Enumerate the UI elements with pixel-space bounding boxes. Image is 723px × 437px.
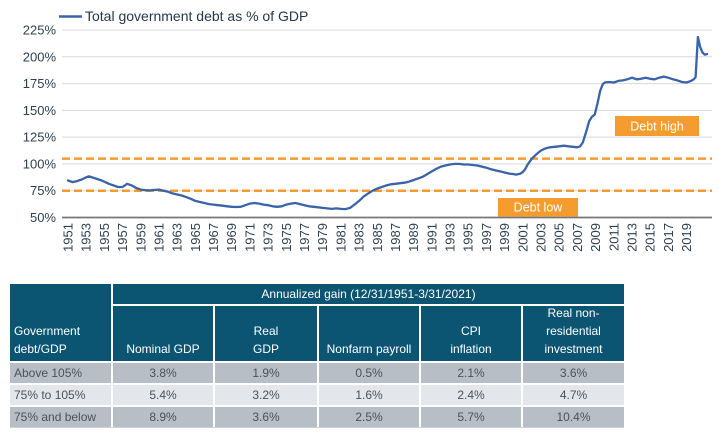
table-cell: 3.6% xyxy=(215,407,317,427)
table-cell: 5.7% xyxy=(421,407,521,427)
x-tick-label: 1959 xyxy=(133,223,148,252)
x-tick-label: 2003 xyxy=(533,223,548,252)
x-tick-label: 1969 xyxy=(224,223,239,252)
debt-gdp-chart-svg: 225%200%175%150%125%100%75%50%1951 1953 19… xyxy=(23,8,712,252)
x-tick-label: 1965 xyxy=(188,223,203,252)
y-tick-label: 150% xyxy=(23,103,57,118)
x-tick-label: 1953 xyxy=(79,223,94,252)
debt-low-label: Debt low xyxy=(514,201,564,215)
table-cell: 3.8% xyxy=(113,363,213,383)
x-tick-label: 1957 xyxy=(115,223,130,252)
x-tick-label: 2015 xyxy=(643,223,658,252)
x-tick-label: 1981 xyxy=(333,223,348,252)
table-cell: 4.7% xyxy=(523,385,624,405)
x-tick-label: 2017 xyxy=(661,223,676,252)
y-tick-label: 100% xyxy=(23,156,57,171)
x-tick-label: 1951 xyxy=(61,223,76,252)
x-tick-label: 1983 xyxy=(352,223,367,252)
x-tick-label: 1987 xyxy=(388,223,403,252)
x-tick-label: 1975 xyxy=(279,223,294,252)
x-tick-label: 2011 xyxy=(606,223,621,251)
x-tick-label: 1979 xyxy=(315,223,330,252)
column-header-cpi-inflation: CPI inflation xyxy=(421,306,521,361)
x-tick-label: 1989 xyxy=(406,223,421,252)
legend-label: Total government debt as % of GDP xyxy=(85,8,308,24)
x-tick-label: 2005 xyxy=(552,223,567,252)
x-tick-label: 1999 xyxy=(497,223,512,252)
x-tick-label: 1961 xyxy=(151,223,166,252)
table-cell: 0.5% xyxy=(319,363,419,383)
x-tick-label: 2007 xyxy=(570,223,585,252)
table-row-label: Above 105% xyxy=(10,363,111,383)
table-cell: 3.2% xyxy=(215,385,317,405)
table-corner-header: Government debt/GDP xyxy=(10,284,111,361)
column-header-real-nonres-investment: Real non- residential investment xyxy=(523,306,624,361)
debt-high-label: Debt high xyxy=(630,120,684,134)
column-header-nominal-gdp: Nominal GDP xyxy=(113,306,213,361)
table-cell: 10.4% xyxy=(523,407,624,427)
y-tick-label: 175% xyxy=(23,76,57,91)
debt-series-line xyxy=(66,35,709,211)
column-header-real-gdp: Real GDP xyxy=(215,306,317,361)
table-cell: 8.9% xyxy=(113,407,213,427)
table-row-label: 75% to 105% xyxy=(10,385,111,405)
table-cell: 2.1% xyxy=(421,363,521,383)
y-tick-label: 50% xyxy=(30,210,56,225)
table-cell: 5.4% xyxy=(113,385,213,405)
table-row-label: 75% and below xyxy=(10,407,111,427)
x-tick-label: 1977 xyxy=(297,223,312,252)
x-tick-label: 2013 xyxy=(624,223,639,252)
debt-gdp-chart: 225% 200% 175% 150% 125% 100% 75% 50% 1951 1953 19… xyxy=(23,8,712,252)
x-tick-label: 2001 xyxy=(515,223,530,252)
table-cell: 2.5% xyxy=(319,407,419,427)
debt-low-label-box xyxy=(498,198,578,217)
column-header-nonfarm-payroll: Nonfarm payroll xyxy=(319,306,419,361)
x-tick-label: 1963 xyxy=(170,223,185,252)
table-cell: 3.6% xyxy=(523,363,624,383)
table-cell: 1.9% xyxy=(215,363,317,383)
x-tick-label: 1971 xyxy=(242,223,257,252)
debt-high-label-box xyxy=(615,116,699,136)
x-tick-label: 1991 xyxy=(424,223,439,252)
x-tick-label: 2019 xyxy=(679,223,694,252)
x-tick-label: 1967 xyxy=(206,223,221,252)
x-tick-label: 1955 xyxy=(97,223,112,252)
table-cell: 1.6% xyxy=(319,385,419,405)
x-tick-label: 1993 xyxy=(443,223,458,252)
y-tick-label: 225% xyxy=(23,23,57,38)
x-tick-label: 2009 xyxy=(588,223,603,252)
y-tick-label: 125% xyxy=(23,130,57,145)
x-tick-label: 1973 xyxy=(261,223,276,252)
y-tick-label: 200% xyxy=(23,49,57,64)
x-tick-label: 1995 xyxy=(461,223,476,252)
annualized-gain-table: Government debt/GDP Annualized gain (12/… xyxy=(10,284,624,428)
y-tick-label: 75% xyxy=(30,183,56,198)
table-cell: 2.4% xyxy=(421,385,521,405)
table-span-header: Annualized gain (12/31/1951-3/31/2021) xyxy=(113,284,624,304)
x-tick-label: 1985 xyxy=(370,223,385,252)
x-tick-label: 1997 xyxy=(479,223,494,252)
